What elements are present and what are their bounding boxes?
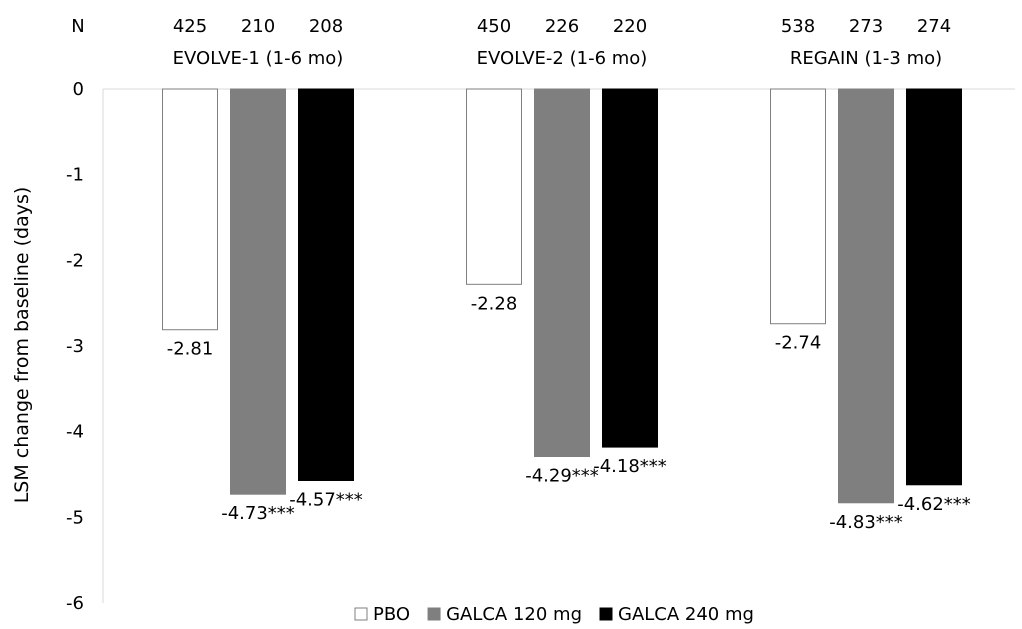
bar (770, 88, 826, 325)
n-value: 425 (173, 16, 207, 37)
data-label: -2.74 (775, 333, 822, 354)
y-tick-label: -5 (66, 507, 84, 528)
y-tick-label: -3 (66, 336, 84, 357)
data-label: -2.81 (167, 339, 214, 360)
y-axis-title: LSM change from baseline (days) (11, 187, 33, 504)
data-label: -4.83*** (829, 512, 903, 533)
y-tick-label: -1 (66, 165, 84, 186)
plot-area: 0 -1 -2 -3 -4 -5 -6 EVOLVE-1 (1-6 mo) 425 -2.81 21… (66, 16, 1015, 614)
legend-label: GALCA 120 mg (446, 604, 582, 625)
n-value: 210 (241, 16, 275, 37)
n-value: 226 (545, 16, 579, 37)
data-label: -4.29*** (525, 466, 599, 487)
n-value: 273 (849, 16, 883, 37)
bar (838, 88, 894, 504)
legend-swatch (599, 607, 613, 621)
bar (162, 88, 218, 331)
n-value: 450 (477, 16, 511, 37)
n-value: 538 (781, 16, 815, 37)
legend-label: GALCA 240 mg (618, 604, 754, 625)
legend-label: PBO (373, 604, 410, 625)
n-value: 208 (309, 16, 343, 37)
bar (230, 88, 286, 495)
data-label: -4.18*** (593, 456, 667, 477)
y-tick-label: -6 (66, 593, 84, 614)
legend-swatch (427, 607, 441, 621)
y-tick-label: 0 (73, 79, 84, 100)
bar (466, 88, 522, 285)
y-tick-label: -2 (66, 250, 84, 271)
y-tick-label: -4 (66, 422, 84, 443)
bar (534, 88, 590, 458)
n-value: 274 (917, 16, 951, 37)
category-label: EVOLVE-1 (1-6 mo) (173, 48, 344, 69)
n-header-label: N (71, 16, 84, 37)
bar (298, 88, 354, 481)
n-value: 220 (613, 16, 647, 37)
data-label: -4.57*** (289, 489, 363, 510)
legend-swatch (354, 607, 368, 621)
bar (602, 88, 658, 448)
legend: PBO GALCA 120 mg GALCA 240 mg (354, 604, 754, 625)
category-label: REGAIN (1-3 mo) (790, 48, 942, 69)
bar (906, 88, 962, 486)
data-label: -4.62*** (897, 494, 971, 515)
data-label: -2.28 (471, 293, 518, 314)
category-label: EVOLVE-2 (1-6 mo) (477, 48, 648, 69)
data-label: -4.73*** (221, 503, 295, 524)
